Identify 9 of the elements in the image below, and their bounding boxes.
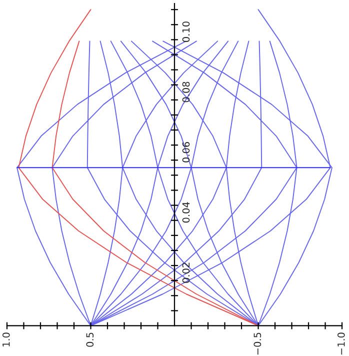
- x-tick-label: 1.0: [2, 332, 10, 346]
- y-tick-label: 0.04: [182, 202, 190, 223]
- y-tick-label: 0.02: [182, 262, 190, 283]
- x-tick-label: −1.0: [337, 332, 345, 355]
- y-tick-label: 0.10: [182, 22, 190, 42]
- y-tick-label: 0.08: [182, 82, 190, 102]
- x-tick-label: −0.5: [254, 332, 262, 355]
- x-tick-label: 0.5: [86, 332, 94, 347]
- y-tick-label: 0.06: [182, 142, 190, 162]
